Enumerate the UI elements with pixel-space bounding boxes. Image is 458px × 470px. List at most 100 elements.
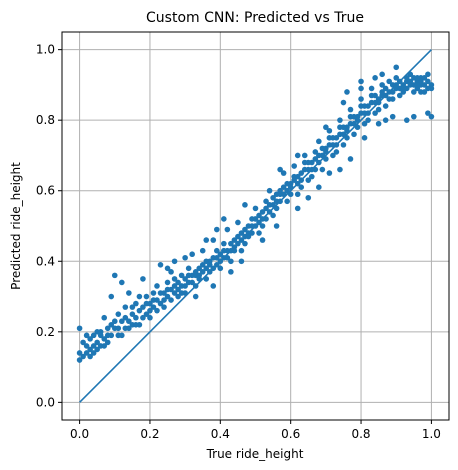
data-point <box>150 297 157 303</box>
data-point <box>221 216 227 222</box>
data-point <box>316 138 322 145</box>
data-point <box>119 318 125 325</box>
data-point <box>421 82 428 88</box>
data-point <box>104 325 111 332</box>
data-point <box>242 240 248 247</box>
data-point <box>185 272 192 279</box>
data-point <box>164 279 171 286</box>
data-point <box>259 237 266 243</box>
data-point <box>372 75 378 81</box>
data-point <box>175 279 181 286</box>
data-point <box>224 226 231 233</box>
data-point <box>199 269 206 275</box>
data-point <box>199 247 206 254</box>
data-point <box>126 318 132 325</box>
data-point <box>337 117 343 123</box>
data-point <box>375 120 382 127</box>
data-point <box>242 202 248 208</box>
data-point <box>319 166 326 173</box>
y-axis-ticks: 0.0 0.2 0.4 0.6 0.8 1.0 <box>36 43 62 409</box>
data-point <box>358 78 364 85</box>
data-point <box>175 286 181 293</box>
x-tick-label: 0.6 <box>281 427 300 441</box>
data-point <box>199 262 206 268</box>
data-point <box>361 103 368 109</box>
y-tick-label: 0.0 <box>36 395 55 409</box>
data-point <box>411 113 417 120</box>
data-point <box>196 272 203 279</box>
data-point <box>263 205 269 212</box>
data-point <box>164 293 171 300</box>
data-point <box>421 75 428 81</box>
data-point <box>108 321 115 328</box>
data-point <box>214 226 220 233</box>
data-point <box>294 191 301 198</box>
data-point <box>298 184 305 190</box>
data-point <box>111 318 118 325</box>
data-point <box>379 71 385 78</box>
data-point <box>171 283 178 289</box>
data-point <box>104 339 111 346</box>
data-point <box>228 269 234 275</box>
data-point <box>76 350 83 356</box>
data-point <box>252 216 259 222</box>
data-point <box>150 290 157 296</box>
data-point <box>361 120 368 127</box>
x-axis-label: True ride_height <box>206 447 304 461</box>
data-point <box>294 205 301 212</box>
data-point <box>115 311 122 317</box>
data-point <box>157 290 164 296</box>
data-point <box>379 89 385 95</box>
data-point <box>235 233 241 240</box>
data-point <box>263 198 269 205</box>
data-point <box>203 265 210 272</box>
data-point <box>147 314 153 321</box>
data-point <box>76 325 83 332</box>
data-point <box>136 293 143 300</box>
reference-line-group <box>79 49 432 403</box>
data-point <box>94 339 100 346</box>
data-point <box>147 307 153 314</box>
data-point <box>171 290 178 296</box>
data-point <box>312 149 319 155</box>
data-point <box>316 184 322 190</box>
data-point <box>150 304 157 310</box>
data-point <box>337 166 343 173</box>
data-point <box>164 286 171 293</box>
data-point <box>182 283 188 289</box>
data-point <box>119 279 125 286</box>
data-point <box>221 240 227 247</box>
data-point <box>210 283 217 289</box>
data-point <box>94 329 100 335</box>
data-point <box>393 75 400 81</box>
data-point <box>178 272 185 279</box>
data-point <box>182 276 188 282</box>
data-point <box>182 254 188 261</box>
data-point <box>214 247 220 254</box>
data-point <box>425 110 431 116</box>
data-point <box>235 219 241 226</box>
data-point <box>203 237 210 243</box>
data-point <box>386 96 392 102</box>
y-tick-label: 0.4 <box>36 254 55 268</box>
data-point <box>203 258 210 265</box>
data-point <box>375 106 382 113</box>
data-point <box>101 314 108 321</box>
data-point <box>344 89 350 95</box>
data-point <box>273 223 280 229</box>
data-point <box>206 262 213 268</box>
data-point <box>140 314 146 321</box>
data-point <box>256 212 262 219</box>
data-point <box>192 293 199 300</box>
data-point <box>133 314 139 321</box>
data-point <box>358 96 364 102</box>
data-point <box>382 103 389 109</box>
data-point <box>294 173 301 180</box>
data-point <box>358 85 364 92</box>
data-point <box>340 142 347 148</box>
data-point <box>154 307 160 314</box>
data-point <box>221 247 227 254</box>
data-point <box>280 170 287 176</box>
data-point <box>305 194 312 201</box>
data-point <box>361 135 368 141</box>
